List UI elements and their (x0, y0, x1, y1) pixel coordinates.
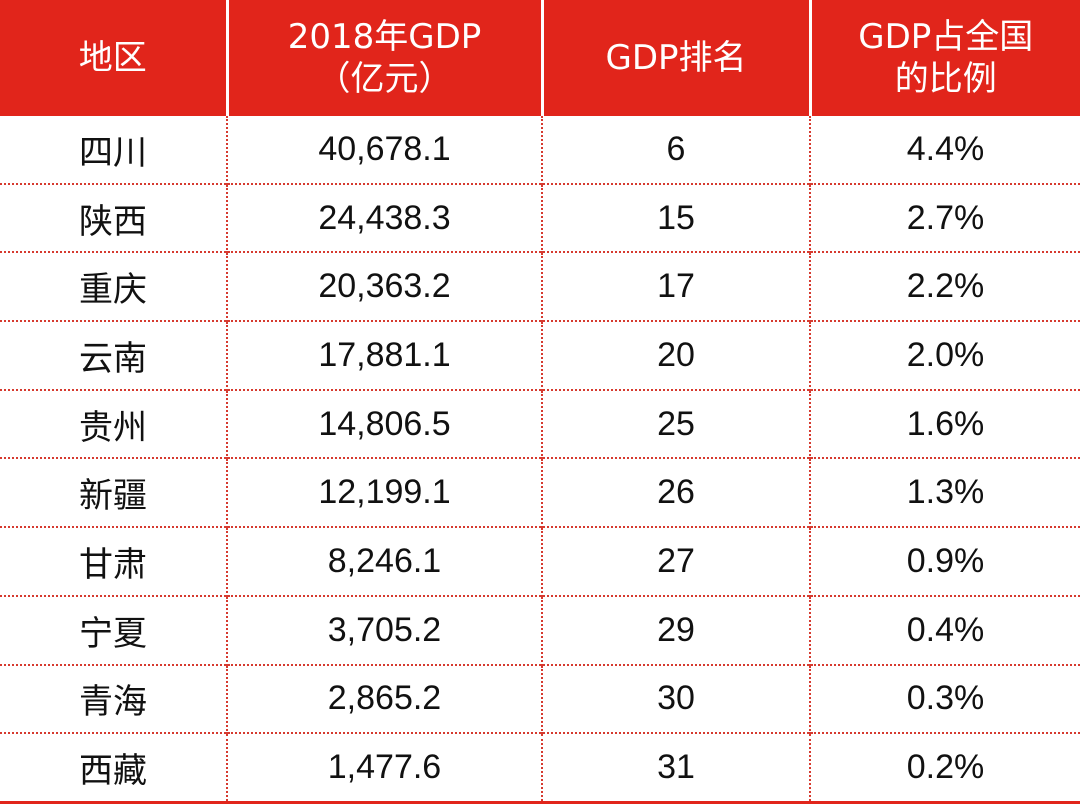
header-region: 地区 (0, 0, 227, 116)
cell-gdp: 24,438.3 (227, 184, 542, 253)
cell-region: 陕西 (0, 184, 227, 253)
cell-rank: 26 (542, 458, 810, 527)
header-gdp-line2: （亿元） (229, 58, 541, 100)
header-gdp: 2018年GDP （亿元） (227, 0, 542, 116)
header-rank: GDP排名 (542, 0, 810, 116)
cell-share: 0.9% (810, 527, 1080, 596)
cell-rank: 20 (542, 321, 810, 390)
cell-rank: 6 (542, 116, 810, 184)
cell-rank: 29 (542, 596, 810, 665)
header-rank-text: GDP排名 (544, 37, 809, 79)
cell-rank: 17 (542, 252, 810, 321)
cell-share: 4.4% (810, 116, 1080, 184)
cell-gdp: 17,881.1 (227, 321, 542, 390)
cell-share: 0.4% (810, 596, 1080, 665)
cell-share: 0.2% (810, 733, 1080, 802)
cell-gdp: 2,865.2 (227, 665, 542, 734)
cell-rank: 15 (542, 184, 810, 253)
cell-share: 2.2% (810, 252, 1080, 321)
cell-share: 1.3% (810, 458, 1080, 527)
cell-gdp: 3,705.2 (227, 596, 542, 665)
cell-region: 新疆 (0, 458, 227, 527)
cell-share: 1.6% (810, 390, 1080, 459)
cell-gdp: 12,199.1 (227, 458, 542, 527)
cell-rank: 27 (542, 527, 810, 596)
cell-rank: 25 (542, 390, 810, 459)
cell-gdp: 14,806.5 (227, 390, 542, 459)
cell-gdp: 20,363.2 (227, 252, 542, 321)
header-share-line2: 的比例 (812, 58, 1080, 100)
cell-region: 宁夏 (0, 596, 227, 665)
header-region-text: 地区 (0, 37, 226, 79)
header-share: GDP占全国 的比例 (810, 0, 1080, 116)
cell-region: 贵州 (0, 390, 227, 459)
header-gdp-line1: 2018年GDP (229, 16, 541, 58)
header-share-line1: GDP占全国 (812, 16, 1080, 58)
cell-gdp: 1,477.6 (227, 733, 542, 802)
cell-share: 2.0% (810, 321, 1080, 390)
cell-gdp: 8,246.1 (227, 527, 542, 596)
cell-region: 四川 (0, 116, 227, 184)
cell-region: 云南 (0, 321, 227, 390)
cell-share: 2.7% (810, 184, 1080, 253)
header-row: 地区 2018年GDP （亿元） GDP排名 GDP占全国 的比例 (0, 0, 1080, 116)
cell-rank: 31 (542, 733, 810, 802)
cell-region: 西藏 (0, 733, 227, 802)
cell-region: 重庆 (0, 252, 227, 321)
cell-region: 青海 (0, 665, 227, 734)
cell-region: 甘肃 (0, 527, 227, 596)
cell-rank: 30 (542, 665, 810, 734)
cell-share: 0.3% (810, 665, 1080, 734)
table-header: 地区 2018年GDP （亿元） GDP排名 GDP占全国 的比例 (0, 0, 1080, 116)
cell-gdp: 40,678.1 (227, 116, 542, 184)
